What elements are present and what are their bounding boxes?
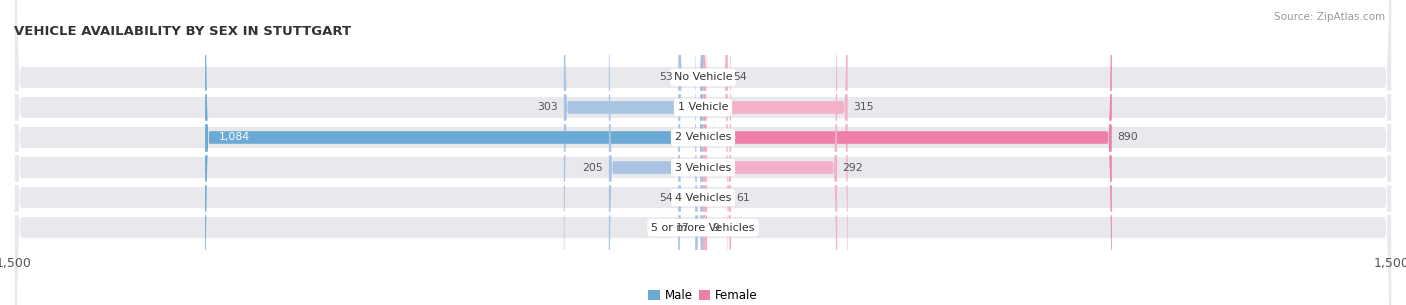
Text: 205: 205 [582, 163, 603, 173]
FancyBboxPatch shape [678, 0, 703, 305]
Text: 890: 890 [1118, 132, 1137, 142]
FancyBboxPatch shape [703, 0, 1112, 305]
Text: 54: 54 [734, 72, 747, 82]
Text: Source: ZipAtlas.com: Source: ZipAtlas.com [1274, 12, 1385, 22]
Text: 303: 303 [537, 102, 558, 113]
FancyBboxPatch shape [205, 0, 703, 305]
Text: 5 or more Vehicles: 5 or more Vehicles [651, 223, 755, 233]
FancyBboxPatch shape [703, 0, 848, 305]
FancyBboxPatch shape [695, 0, 703, 305]
Text: 4 Vehicles: 4 Vehicles [675, 192, 731, 203]
Text: 53: 53 [659, 72, 673, 82]
Text: 2 Vehicles: 2 Vehicles [675, 132, 731, 142]
FancyBboxPatch shape [15, 0, 1391, 305]
Legend: Male, Female: Male, Female [644, 284, 762, 305]
Text: 61: 61 [737, 192, 751, 203]
Text: 315: 315 [853, 102, 873, 113]
FancyBboxPatch shape [15, 0, 1391, 305]
Text: 1 Vehicle: 1 Vehicle [678, 102, 728, 113]
Text: 1,084: 1,084 [219, 132, 250, 142]
FancyBboxPatch shape [15, 0, 1391, 305]
FancyBboxPatch shape [703, 0, 728, 305]
Text: 292: 292 [842, 163, 863, 173]
Text: No Vehicle: No Vehicle [673, 72, 733, 82]
FancyBboxPatch shape [609, 0, 703, 305]
FancyBboxPatch shape [564, 0, 703, 305]
Text: VEHICLE AVAILABILITY BY SEX IN STUTTGART: VEHICLE AVAILABILITY BY SEX IN STUTTGART [14, 25, 352, 38]
FancyBboxPatch shape [15, 0, 1391, 305]
FancyBboxPatch shape [703, 0, 707, 305]
Text: 17: 17 [676, 223, 690, 233]
Text: 3 Vehicles: 3 Vehicles [675, 163, 731, 173]
FancyBboxPatch shape [15, 0, 1391, 305]
Text: 54: 54 [659, 192, 672, 203]
Text: 9: 9 [713, 223, 720, 233]
FancyBboxPatch shape [703, 0, 837, 305]
FancyBboxPatch shape [15, 0, 1391, 305]
FancyBboxPatch shape [679, 0, 703, 305]
FancyBboxPatch shape [703, 0, 731, 305]
